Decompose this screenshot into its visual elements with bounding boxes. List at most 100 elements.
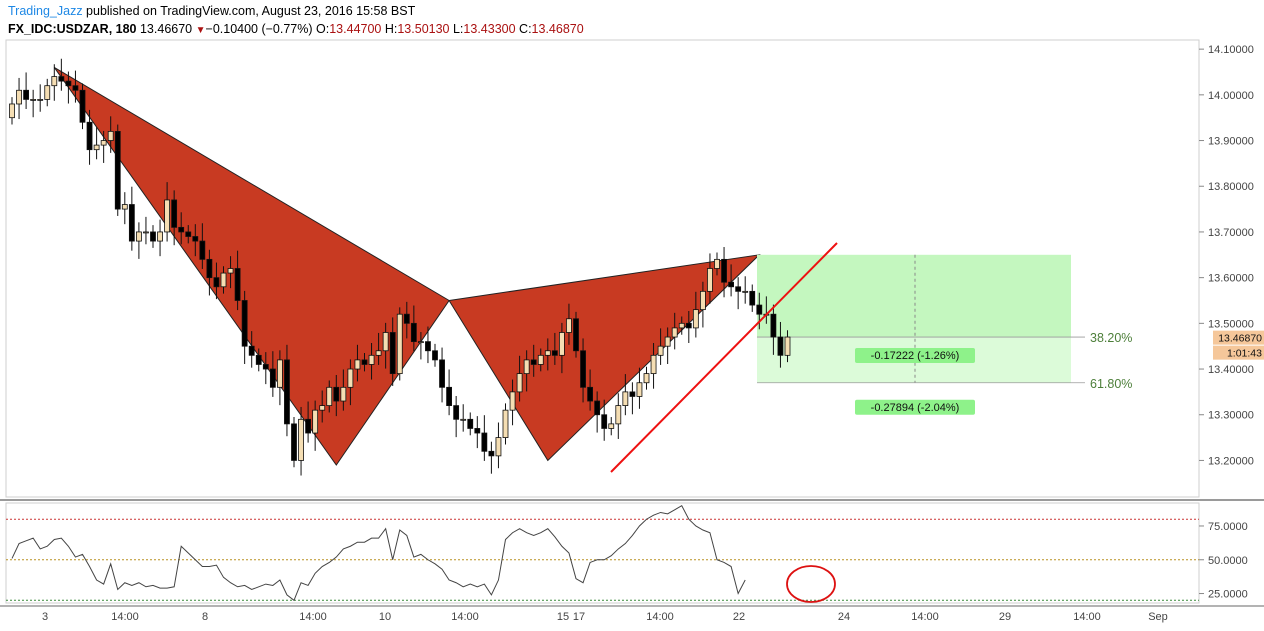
candle-up	[157, 231, 163, 242]
candle-down	[178, 226, 185, 233]
price-tick-label: 13.80000	[1208, 181, 1254, 193]
candle-down	[389, 332, 396, 375]
candle-down	[721, 258, 727, 283]
candles	[9, 58, 791, 476]
candle-up	[657, 345, 664, 356]
publish-info: Trading_Jazz published on TradingView.co…	[8, 3, 415, 20]
fib-change-badge	[855, 399, 975, 415]
candle-down	[128, 204, 135, 242]
rsi-tick-label: 75.0000	[1208, 521, 1248, 533]
countdown-label: 1:01:43	[1227, 348, 1262, 360]
candle-up	[417, 341, 424, 344]
candle-up	[100, 140, 107, 146]
fib-change-badge	[855, 348, 975, 364]
candle-down	[72, 85, 79, 91]
price-tick-label: 14.00000	[1208, 90, 1254, 102]
candle-up	[354, 359, 361, 370]
xab-triangle	[53, 66, 450, 466]
candle-down	[171, 199, 178, 228]
candle-down	[587, 386, 593, 402]
candle-up	[276, 359, 283, 388]
candle-down	[756, 304, 763, 315]
candle-up	[143, 231, 149, 234]
candle-down	[728, 281, 734, 288]
candle-up	[559, 332, 565, 356]
rsi-tick-label: 25.0000	[1208, 589, 1248, 601]
candle-down	[735, 286, 742, 292]
candle-up	[227, 268, 234, 274]
high-value: 13.50130	[397, 22, 450, 36]
candle-down	[488, 450, 495, 457]
author-link[interactable]: Trading_Jazz	[8, 4, 83, 18]
candle-down	[453, 405, 460, 420]
candle-down	[403, 313, 410, 324]
candle-up	[692, 309, 699, 329]
target-zone-upper	[757, 254, 1071, 338]
candle-down	[248, 345, 255, 356]
close-value: 13.46870	[531, 22, 584, 36]
candle-up	[608, 423, 615, 429]
candle-down	[65, 80, 72, 87]
low-label: L:	[452, 22, 464, 36]
candle-up	[566, 318, 572, 333]
candle-up	[615, 405, 622, 425]
harmonic-pattern	[53, 66, 761, 466]
candle-up	[121, 204, 128, 210]
rsi-line	[11, 505, 746, 602]
candle-down	[262, 364, 269, 370]
fib-level-label: 61.80%	[1090, 377, 1132, 391]
price-tick-label: 13.50000	[1208, 318, 1254, 330]
time-tick-label: 24	[838, 611, 850, 623]
publish-text: published on TradingView.com, August 23,…	[82, 4, 416, 18]
candle-down	[150, 231, 156, 242]
fib-change-label: -0.17222 (-1.26%)	[871, 350, 960, 362]
time-tick-label: 15	[557, 611, 569, 623]
candle-down	[255, 354, 262, 365]
candle-up	[396, 313, 403, 375]
candle-up	[671, 327, 678, 338]
last-price-badge	[1213, 330, 1264, 345]
trend-line	[610, 242, 838, 473]
candle-down	[23, 89, 30, 100]
rsi-pane-frame	[5, 502, 1200, 604]
candle-down	[79, 89, 86, 123]
time-tick-label: 14:00	[299, 611, 327, 623]
candle-up	[312, 409, 319, 434]
candle-up	[664, 336, 671, 347]
time-tick-label: 14:00	[451, 611, 479, 623]
last-price-label: 13.46870	[1218, 333, 1262, 345]
candle-up	[93, 144, 100, 151]
candle-down	[749, 290, 756, 306]
price-tick-label: 13.90000	[1208, 136, 1254, 148]
candle-down	[446, 386, 453, 407]
symbol-label: FX_IDC:USDZAR, 180	[8, 22, 137, 36]
price-tick-label: 13.60000	[1208, 273, 1254, 285]
candle-up	[368, 354, 375, 365]
time-tick-label: 14:00	[646, 611, 674, 623]
price-tick-label: 14.10000	[1208, 44, 1254, 56]
down-arrow-icon: ▼	[195, 25, 206, 36]
open-value: 13.44700	[329, 22, 382, 36]
candle-up	[44, 85, 51, 100]
candle-up	[636, 382, 643, 397]
candle-down	[530, 359, 537, 365]
candle-down	[467, 418, 474, 429]
time-tick-label: 8	[202, 611, 208, 623]
candle-down	[777, 336, 784, 356]
candle-up	[516, 373, 523, 393]
candle-down	[58, 76, 65, 82]
last-price: 13.46670	[139, 22, 193, 36]
time-tick-label: 29	[999, 611, 1011, 623]
candle-up	[622, 391, 629, 407]
candle-up	[544, 350, 551, 356]
candle-down	[685, 322, 692, 329]
price-change: −0.10400 (−0.77%)	[205, 22, 313, 36]
axes: 14.10000 14.00000 13.90000 13.80000 13.70000…	[0, 44, 1264, 623]
candle-down	[361, 359, 368, 365]
candle-down	[432, 350, 438, 361]
candle-down	[291, 423, 297, 461]
time-tick-label: 17	[573, 611, 585, 623]
annotations: 13.46870 1:01:43	[610, 242, 1264, 473]
candle-up	[523, 359, 530, 375]
